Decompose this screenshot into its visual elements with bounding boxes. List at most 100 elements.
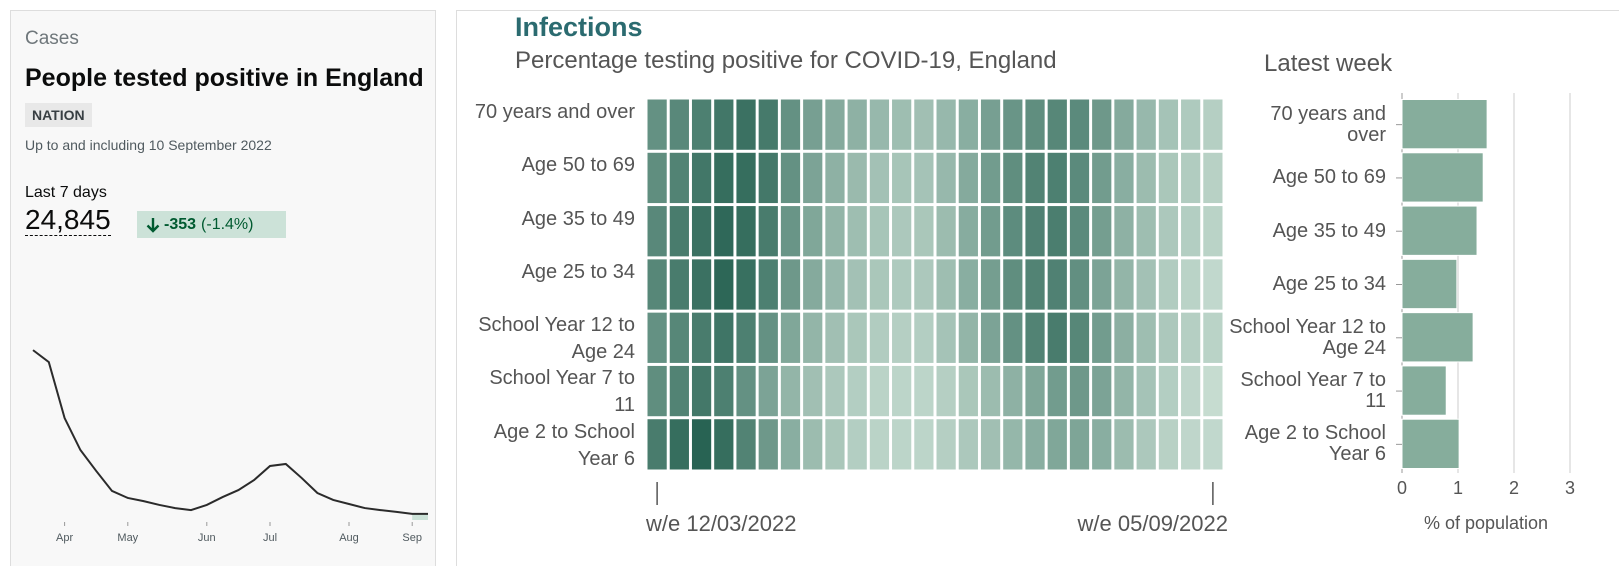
heat-cell <box>647 152 667 204</box>
heat-cell <box>1092 365 1112 417</box>
heat-cell <box>1158 365 1179 417</box>
heat-cell <box>869 312 890 363</box>
heat-cell <box>780 206 801 257</box>
heat-cell <box>1181 152 1201 204</box>
heat-cell <box>892 419 912 470</box>
heat-cell <box>847 152 867 204</box>
row-label: Age 35 to 49 <box>1272 219 1386 242</box>
bar <box>1401 418 1460 470</box>
bar <box>1401 99 1488 150</box>
heat-cell <box>1136 99 1156 150</box>
heat-cell <box>669 312 689 363</box>
heat-cell <box>1047 259 1067 310</box>
heat-cell <box>736 365 756 417</box>
heat-cell <box>1114 259 1134 310</box>
heat-cell <box>936 99 956 150</box>
row-label: Age 25 to 34 <box>1272 272 1386 295</box>
bar <box>1401 258 1458 310</box>
heat-cell <box>1003 152 1023 204</box>
heat-cell <box>669 365 689 417</box>
heat-cell <box>1181 365 1201 417</box>
heat-cell <box>1025 365 1045 417</box>
heat-cell <box>892 206 912 257</box>
heat-cell <box>1069 419 1090 470</box>
heat-cell <box>803 259 823 310</box>
change-box: -353 (-1.4%) <box>137 211 286 238</box>
card-title: People tested positive in England <box>25 64 424 92</box>
card-section: Cases <box>25 28 79 49</box>
heat-cell <box>869 206 890 257</box>
heat-cell <box>1047 365 1067 417</box>
heat-cell <box>669 152 689 204</box>
period-label: Last 7 days <box>25 184 107 201</box>
heat-cell <box>1069 312 1090 363</box>
heat-cell <box>780 312 801 363</box>
heat-cell <box>1069 365 1090 417</box>
heat-cell <box>1158 312 1179 363</box>
x-tick-label: Jun <box>198 532 216 544</box>
heat-cell <box>736 419 756 470</box>
heat-cell <box>825 206 845 257</box>
heat-cell <box>1003 206 1023 257</box>
heat-cell <box>1158 259 1179 310</box>
x-tick-label: 1 <box>1453 478 1463 498</box>
heat-cell <box>1092 259 1112 310</box>
heat-cell <box>1136 419 1156 470</box>
heat-cell <box>980 312 1001 363</box>
heat-cell <box>1003 259 1023 310</box>
heat-cell <box>1003 99 1023 150</box>
row-label: Age 35 to 49 <box>521 207 635 230</box>
heat-cell <box>936 206 956 257</box>
heat-cell <box>714 312 734 363</box>
heat-cell <box>1025 312 1045 363</box>
heat-cell <box>1114 365 1134 417</box>
heat-cell <box>1203 99 1223 150</box>
x-tick-label: Aug <box>339 532 359 544</box>
row-label: School Year 12 to Age 24 <box>478 314 635 364</box>
heat-cell <box>980 152 1001 204</box>
bar <box>1401 205 1478 256</box>
heat-cell <box>691 365 712 417</box>
heat-cell <box>869 419 890 470</box>
heat-cell <box>958 99 978 150</box>
heatmap-title: Infections <box>515 12 643 42</box>
heat-cell <box>691 419 712 470</box>
heat-cell <box>1047 206 1067 257</box>
heat-cell <box>758 206 778 257</box>
heat-cell <box>691 99 712 150</box>
heat-cell <box>1114 99 1134 150</box>
heat-cell <box>1158 206 1179 257</box>
row-label: Age 2 to School Year 6 <box>493 420 635 470</box>
heat-cell <box>958 152 978 204</box>
change-value: -353 <box>164 215 197 233</box>
heat-cell <box>1181 312 1201 363</box>
bar-title: Latest week <box>1264 50 1393 77</box>
heat-cell <box>714 419 734 470</box>
heat-cell <box>714 259 734 310</box>
heat-cell <box>869 259 890 310</box>
heat-cell <box>647 206 667 257</box>
heat-cell <box>803 99 823 150</box>
heat-cell <box>1069 152 1090 204</box>
heat-cell <box>736 99 756 150</box>
heat-cell <box>1158 419 1179 470</box>
heat-cell <box>691 259 712 310</box>
heat-cell <box>669 206 689 257</box>
heat-cell <box>847 312 867 363</box>
heat-cell <box>847 206 867 257</box>
headline-value: 24,845 <box>25 204 111 236</box>
heat-cell <box>1136 312 1156 363</box>
heat-cell <box>758 365 778 417</box>
heat-cell <box>936 259 956 310</box>
heat-cell <box>936 365 956 417</box>
heat-cell <box>736 206 756 257</box>
heat-cell <box>758 259 778 310</box>
heat-cell <box>758 99 778 150</box>
heat-cell <box>825 419 845 470</box>
heat-cell <box>669 419 689 470</box>
x-tick-label: Jul <box>263 532 277 544</box>
heat-cell <box>914 259 934 310</box>
heat-cell <box>958 206 978 257</box>
heat-cell <box>1136 259 1156 310</box>
heat-cell <box>825 152 845 204</box>
